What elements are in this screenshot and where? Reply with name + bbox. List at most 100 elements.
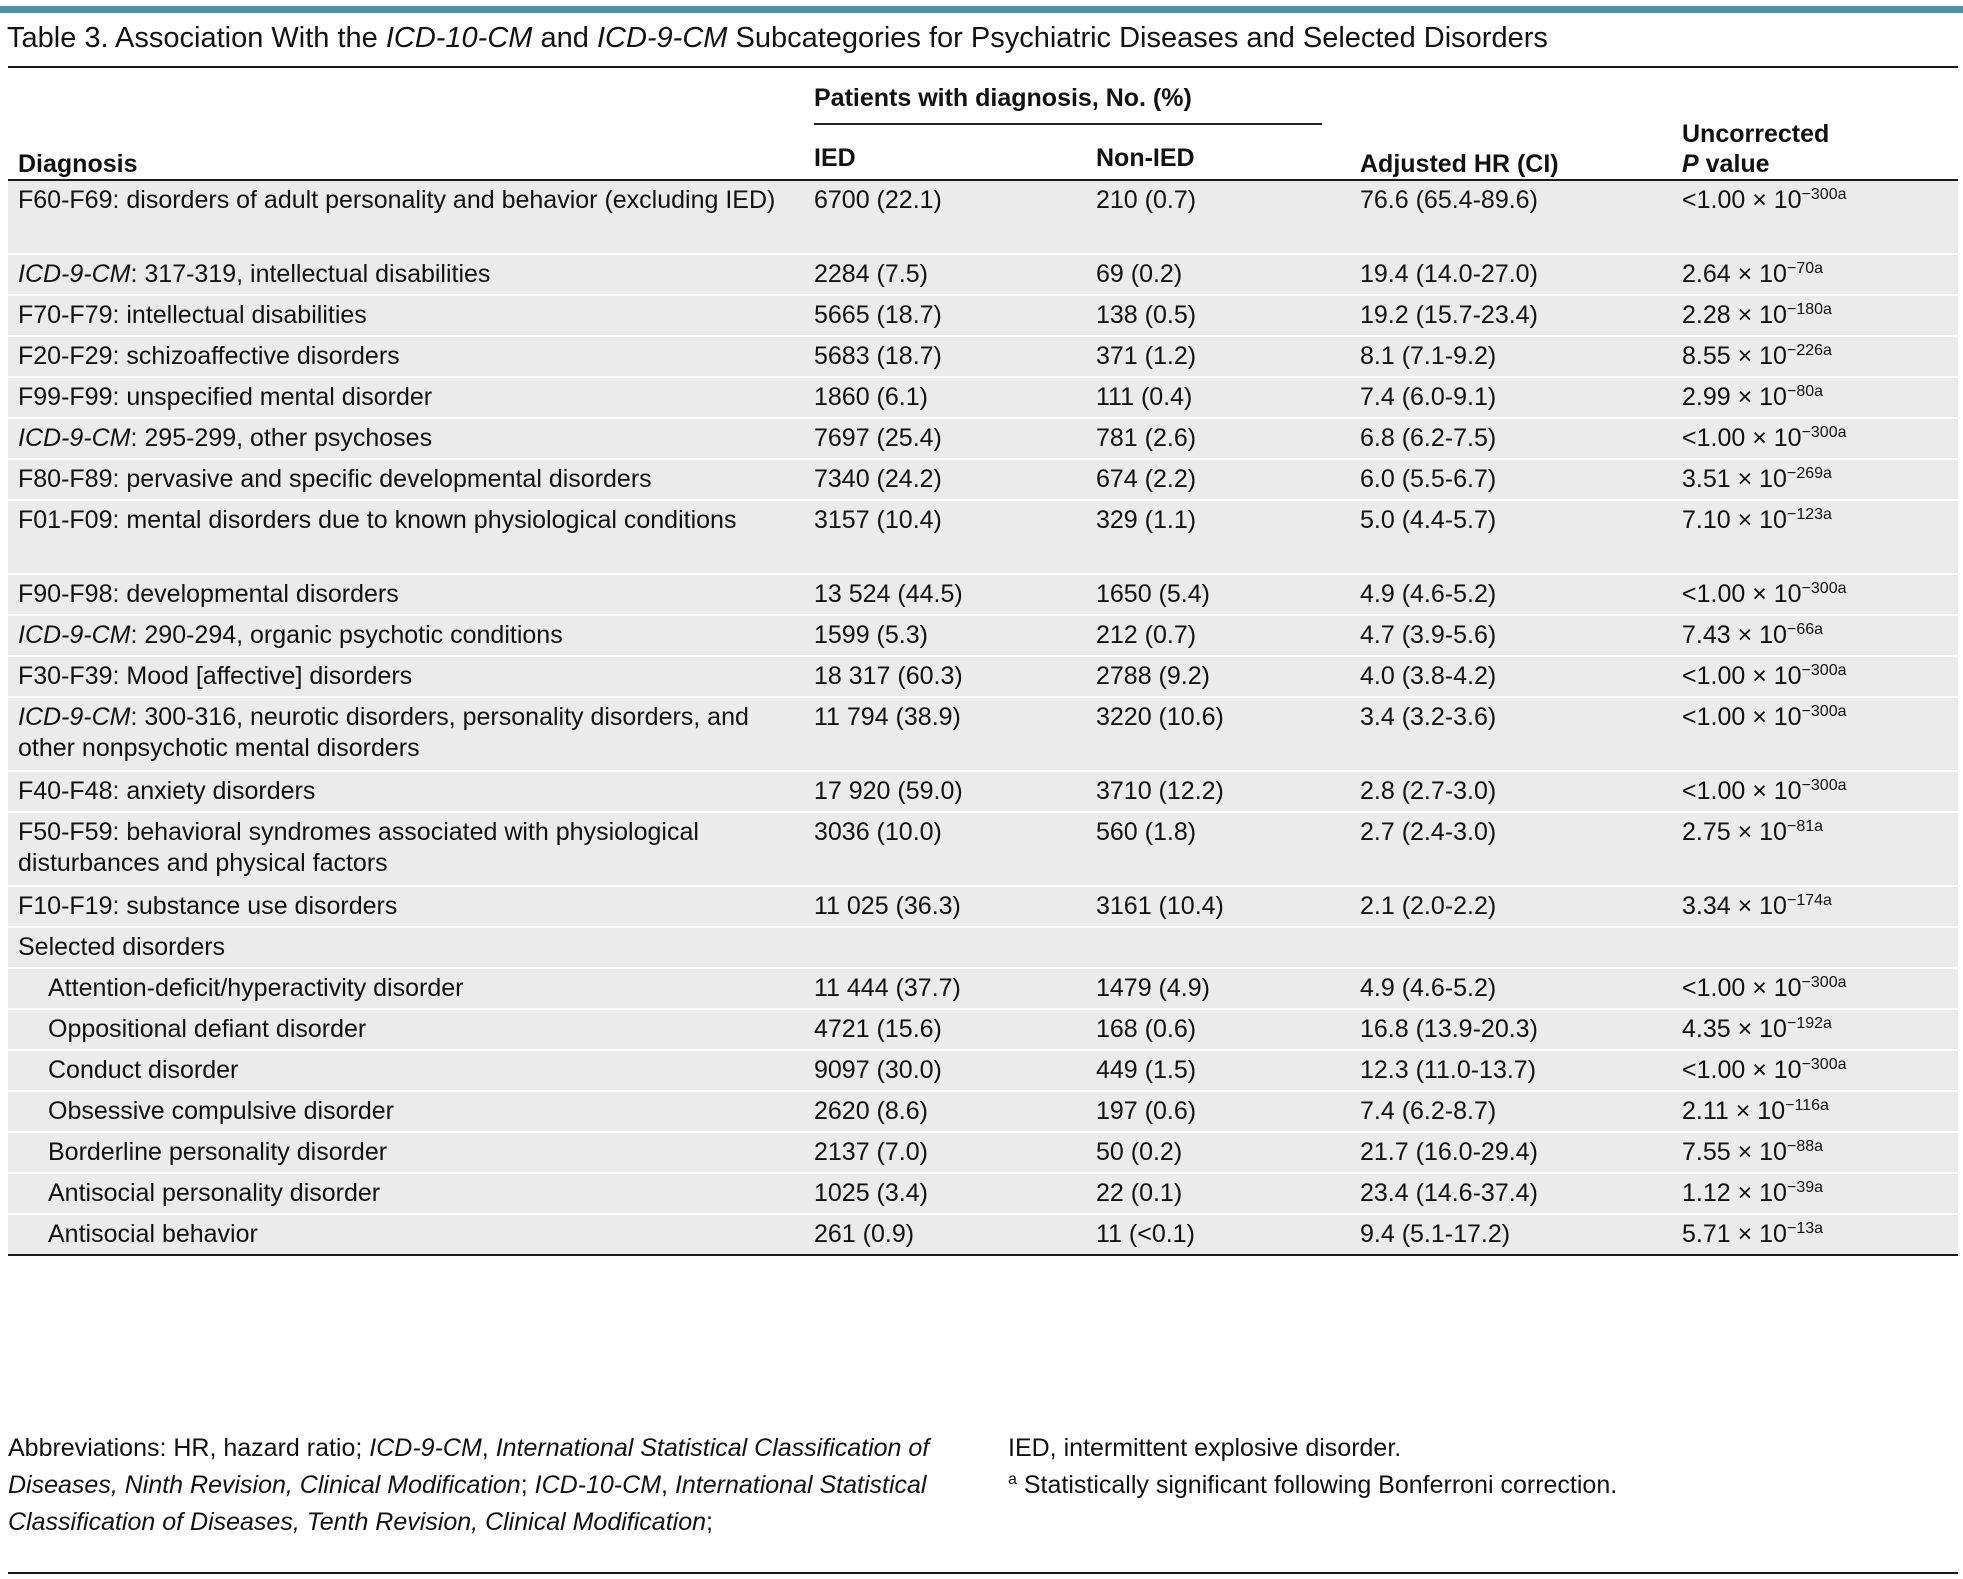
non-ied-cell: 3161 (10.4) — [1086, 886, 1350, 927]
p-value-exponent: −88a — [1786, 1138, 1824, 1155]
diagnosis-text: F01-F09: mental disorders due to known p… — [18, 506, 737, 534]
diagnosis-cell: F50-F59: behavioral syndromes associated… — [8, 812, 804, 886]
hr-cell: 8.1 (7.1-9.2) — [1350, 336, 1672, 377]
non-ied-cell: 371 (1.2) — [1086, 336, 1350, 377]
table-row: F50-F59: behavioral syndromes associated… — [8, 812, 1958, 886]
diagnosis-text: F40-F48: anxiety disorders — [18, 777, 316, 805]
hr-value: 19.4 (14.0-27.0) — [1360, 260, 1538, 288]
hr-cell: 76.6 (65.4-89.6) — [1350, 180, 1672, 254]
ied-cell: 3036 (10.0) — [804, 812, 1086, 886]
footnote-significance: a Statistically significant following Bo… — [1008, 1467, 1948, 1504]
diagnosis-cell: Obsessive compulsive disorder — [8, 1091, 804, 1132]
non-ied-cell: 3220 (10.6) — [1086, 697, 1350, 771]
non-ied-value: 50 (0.2) — [1096, 1138, 1183, 1166]
p-value-exponent: −300a — [1801, 424, 1847, 441]
ied-value: 2284 (7.5) — [814, 260, 928, 288]
selected-disorders-heading: Selected disorders — [18, 933, 226, 961]
hr-cell: 6.8 (6.2-7.5) — [1350, 418, 1672, 459]
non-ied-value: 69 (0.2) — [1096, 260, 1183, 288]
ied-cell: 5665 (18.7) — [804, 295, 1086, 336]
non-ied-cell: 329 (1.1) — [1086, 500, 1350, 574]
ied-cell: 9097 (30.0) — [804, 1050, 1086, 1091]
p-value-cell: <1.00 × 10−300a — [1672, 771, 1958, 812]
diagnosis-cell: F90-F98: developmental disorders — [8, 574, 804, 615]
section-heading-row: Selected disorders — [8, 927, 1958, 968]
diagnosis-cell: ICD-9-CM: 295-299, other psychoses — [8, 418, 804, 459]
p-value-base: 4.35 × 10 — [1682, 1015, 1787, 1043]
p-value-cell: 2.11 × 10−116a — [1672, 1091, 1958, 1132]
diagnosis-cell: F20-F29: schizoaffective disorders — [8, 336, 804, 377]
p-value-cell: 4.35 × 10−192a — [1672, 1009, 1958, 1050]
ied-cell: 2137 (7.0) — [804, 1132, 1086, 1173]
results-table: Diagnosis Patients with diagnosis, No. (… — [8, 69, 1958, 1256]
table-row: ICD-9-CM: 295-299, other psychoses 7697 (… — [8, 418, 1958, 459]
hr-cell: 16.8 (13.9-20.3) — [1350, 1009, 1672, 1050]
header-non-ied: Non-IED — [1096, 144, 1195, 172]
diagnosis-text: F60-F69: disorders of adult personality … — [18, 186, 776, 214]
p-value-exponent: −300a — [1801, 703, 1847, 720]
table-row: ICD-9-CM: 290-294, organic psychotic con… — [8, 615, 1958, 656]
hr-value: 2.7 (2.4-3.0) — [1360, 818, 1497, 846]
p-value-exponent: −226a — [1786, 342, 1832, 359]
p-value-cell: 2.75 × 10−81a — [1672, 812, 1958, 886]
hr-cell: 4.0 (3.8-4.2) — [1350, 656, 1672, 697]
header-p-line1: Uncorrected — [1682, 120, 1830, 148]
table-row: F30-F39: Mood [affective] disorders 18 31… — [8, 656, 1958, 697]
ied-value: 9097 (30.0) — [814, 1056, 942, 1084]
ied-value: 2620 (8.6) — [814, 1097, 928, 1125]
hr-cell: 2.1 (2.0-2.2) — [1350, 886, 1672, 927]
footnote-mark: a — [1008, 1471, 1017, 1488]
abbrev-icd9-full: International Statistical Classification… — [8, 1434, 930, 1499]
hr-value: 19.2 (15.7-23.4) — [1360, 301, 1538, 329]
diagnosis-cell: Antisocial behavior — [8, 1214, 804, 1255]
hr-cell: 23.4 (14.6-37.4) — [1350, 1173, 1672, 1214]
p-value-base: 3.34 × 10 — [1682, 892, 1787, 920]
table-row: F90-F98: developmental disorders 13 524 (… — [8, 574, 1958, 615]
non-ied-cell: 2788 (9.2) — [1086, 656, 1350, 697]
ied-value: 11 444 (37.7) — [814, 974, 961, 1002]
p-value-cell: 2.64 × 10−70a — [1672, 254, 1958, 295]
ied-value: 6700 (22.1) — [814, 186, 942, 214]
p-value-base: <1.00 × 10 — [1682, 580, 1802, 608]
diagnosis-text: : 290-294, organic psychotic conditions — [130, 621, 563, 649]
table-row: Antisocial behavior 261 (0.9) 11 (<0.1) 9.4… — [8, 1214, 1958, 1255]
header-group: Patients with diagnosis, No. (%) — [804, 69, 1350, 133]
ied-value: 4721 (15.6) — [814, 1015, 942, 1043]
diagnosis-cell: F99-F99: unspecified mental disorder — [8, 377, 804, 418]
hr-value: 76.6 (65.4-89.6) — [1360, 186, 1538, 214]
header-ied: IED — [814, 144, 856, 172]
non-ied-cell: 210 (0.7) — [1086, 180, 1350, 254]
ied-value: 3157 (10.4) — [814, 506, 942, 534]
diagnosis-cell: F01-F09: mental disorders due to known p… — [8, 500, 804, 574]
p-value-cell: <1.00 × 10−300a — [1672, 180, 1958, 254]
non-ied-cell: 781 (2.6) — [1086, 418, 1350, 459]
non-ied-cell: 69 (0.2) — [1086, 254, 1350, 295]
diagnosis-text: : 300-316, neurotic disorders, personali… — [18, 703, 749, 762]
p-value-exponent: −300a — [1801, 186, 1847, 203]
header-hr: Adjusted HR (CI) — [1360, 150, 1559, 178]
p-value-cell: <1.00 × 10−300a — [1672, 968, 1958, 1009]
non-ied-value: 210 (0.7) — [1096, 186, 1197, 214]
non-ied-cell: 138 (0.5) — [1086, 295, 1350, 336]
hr-value: 12.3 (11.0-13.7) — [1360, 1056, 1537, 1084]
hr-value: 4.9 (4.6-5.2) — [1360, 974, 1497, 1002]
p-value-exponent: −116a — [1785, 1097, 1829, 1114]
table-row: F99-F99: unspecified mental disorder 1860… — [8, 377, 1958, 418]
ied-value: 7340 (24.2) — [814, 465, 942, 493]
non-ied-value: 329 (1.1) — [1096, 506, 1197, 534]
non-ied-cell: 168 (0.6) — [1086, 1009, 1350, 1050]
p-value-exponent: −192a — [1786, 1015, 1832, 1032]
diagnosis-text: F80-F89: pervasive and specific developm… — [18, 465, 652, 493]
p-value-cell: <1.00 × 10−300a — [1672, 1050, 1958, 1091]
non-ied-value: 3710 (12.2) — [1096, 777, 1224, 805]
diagnosis-text: Conduct disorder — [48, 1056, 239, 1084]
non-ied-cell: 197 (0.6) — [1086, 1091, 1350, 1132]
hr-cell: 19.4 (14.0-27.0) — [1350, 254, 1672, 295]
p-value-base: <1.00 × 10 — [1682, 186, 1802, 214]
ied-cell: 11 025 (36.3) — [804, 886, 1086, 927]
p-value-base: 8.55 × 10 — [1682, 342, 1787, 370]
diagnosis-code-system: ICD-9-CM — [18, 424, 131, 452]
diagnosis-cell: F30-F39: Mood [affective] disorders — [8, 656, 804, 697]
diagnosis-text: F30-F39: Mood [affective] disorders — [18, 662, 413, 690]
p-value-base: 2.11 × 10 — [1682, 1097, 1786, 1125]
